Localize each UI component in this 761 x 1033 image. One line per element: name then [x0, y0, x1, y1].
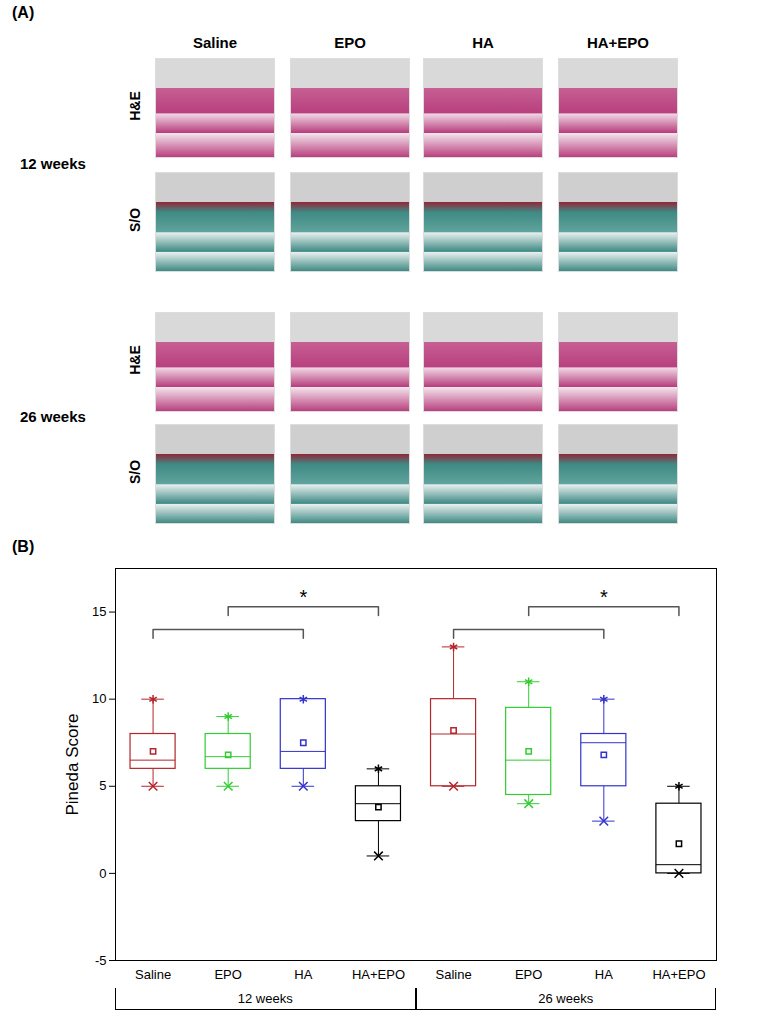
svg-text:HA+EPO: HA+EPO: [352, 967, 405, 982]
svg-text:HA+EPO: HA+EPO: [652, 967, 705, 982]
html-text:HA: HA: [472, 34, 494, 51]
svg-text:15: 15: [92, 604, 106, 619]
svg-text:10: 10: [92, 691, 106, 706]
html-text:12 weeks: 12 weeks: [237, 991, 293, 1006]
html-text:S/O: S/O: [127, 459, 143, 485]
svg-text:Pineda Score: Pineda Score: [63, 713, 82, 815]
svg-text:EPO: EPO: [515, 967, 542, 982]
html-text:H&E: H&E: [127, 91, 143, 121]
svg-text:EPO: EPO: [214, 967, 241, 982]
svg-text:0: 0: [99, 866, 106, 881]
svg-text:Saline: Saline: [135, 967, 171, 982]
html-text:S/O: S/O: [127, 207, 143, 233]
html-text:(A): (A): [12, 4, 35, 21]
html-text:26 weeks: 26 weeks: [538, 991, 594, 1006]
html-text:(B): (B): [12, 538, 35, 555]
html-text:26 weeks: 26 weeks: [20, 408, 86, 425]
svg-text:*: *: [600, 586, 608, 608]
svg-text:-5: -5: [95, 953, 107, 968]
svg-text:*: *: [299, 586, 307, 608]
html-text:Saline: Saline: [192, 34, 238, 51]
svg-text:HA: HA: [294, 967, 312, 982]
html-text:H&E: H&E: [127, 345, 143, 375]
html-text:HA+EPO: HA+EPO: [586, 34, 649, 51]
svg-text:Saline: Saline: [435, 967, 471, 982]
svg-text:HA: HA: [595, 967, 613, 982]
html-text:12 weeks: 12 weeks: [20, 155, 86, 172]
svg-text:5: 5: [99, 778, 106, 793]
html-text:EPO: EPO: [334, 34, 366, 51]
